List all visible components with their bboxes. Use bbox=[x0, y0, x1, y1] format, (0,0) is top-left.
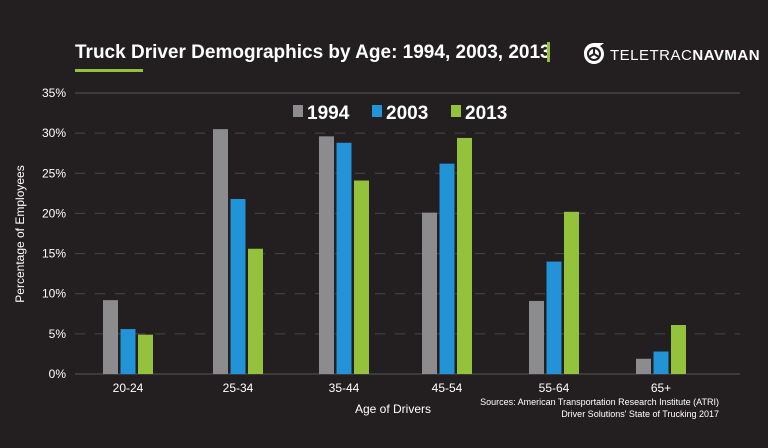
svg-text:TELETRACNAVMAN: TELETRACNAVMAN bbox=[610, 47, 760, 64]
bar-2013-55-64 bbox=[564, 211, 579, 374]
bar-2013-25-34 bbox=[248, 248, 263, 374]
y-tick-label: 15% bbox=[42, 247, 66, 261]
legend-swatch-1994 bbox=[293, 105, 303, 117]
title-accent-bar bbox=[547, 42, 550, 62]
logo-text-bold: NAVMAN bbox=[692, 47, 760, 64]
bar-2013-45-54 bbox=[457, 137, 472, 374]
legend-label-1994: 1994 bbox=[307, 103, 350, 124]
legend-label-2003: 2003 bbox=[386, 103, 428, 124]
bar-1994-45-54 bbox=[422, 212, 437, 374]
legend: 1994 2003 2013 bbox=[293, 103, 507, 124]
y-tick-label: 20% bbox=[42, 206, 66, 220]
source-line-1: Sources: American Transportation Researc… bbox=[480, 397, 719, 407]
x-tick-label: 45-54 bbox=[432, 381, 463, 395]
bar-2003-25-34 bbox=[230, 198, 246, 374]
bar-2013-65+ bbox=[671, 325, 686, 374]
source-line-2: Driver Solutions' State of Trucking 2017 bbox=[561, 409, 719, 419]
x-tick-label: 35-44 bbox=[329, 381, 360, 395]
y-axis-ticks: 0% 5% 10% 15% 20% 25% 30% 35% bbox=[42, 86, 66, 381]
x-tick-label: 55-64 bbox=[539, 381, 570, 395]
legend-swatch-2013 bbox=[451, 105, 461, 117]
brand-logo: TELETRACNAVMAN bbox=[583, 42, 760, 64]
bar-2013-20-24 bbox=[138, 334, 153, 374]
bar-1994-20-24 bbox=[103, 300, 118, 374]
bar-2013-35-44 bbox=[354, 180, 369, 374]
bars bbox=[103, 129, 686, 374]
bar-1994-35-44 bbox=[319, 136, 334, 374]
x-tick-label: 65+ bbox=[651, 381, 671, 395]
bar-2003-65+ bbox=[653, 351, 669, 374]
bar-2003-20-24 bbox=[120, 329, 136, 374]
bar-1994-55-64 bbox=[529, 300, 544, 374]
title-underline bbox=[75, 69, 143, 72]
teletrac-navman-logo-icon bbox=[583, 42, 604, 64]
x-tick-label: 25-34 bbox=[223, 381, 254, 395]
bar-2003-55-64 bbox=[546, 261, 562, 374]
logo-text-light: TELETRAC bbox=[610, 47, 692, 64]
y-tick-label: 35% bbox=[42, 86, 66, 100]
x-axis-ticks: 20-24 25-34 35-44 45-54 55-64 65+ bbox=[113, 381, 672, 395]
chart-title: Truck Driver Demographics by Age: 1994, … bbox=[75, 42, 551, 63]
bar-1994-25-34 bbox=[213, 129, 228, 374]
gridlines bbox=[75, 92, 740, 375]
legend-swatch-2003 bbox=[372, 105, 382, 117]
bar-2003-35-44 bbox=[336, 142, 352, 374]
legend-label-2013: 2013 bbox=[465, 103, 507, 124]
bar-1994-65+ bbox=[636, 358, 651, 374]
x-tick-label: 20-24 bbox=[113, 381, 144, 395]
y-tick-label: 30% bbox=[42, 126, 66, 140]
bar-2003-45-54 bbox=[439, 163, 455, 374]
y-tick-label: 10% bbox=[42, 287, 66, 301]
x-axis-label: Age of Drivers bbox=[355, 402, 431, 416]
y-axis-label: Percentage of Employees bbox=[13, 165, 27, 302]
y-tick-label: 25% bbox=[42, 166, 66, 180]
y-tick-label: 0% bbox=[49, 367, 67, 381]
y-tick-label: 5% bbox=[49, 327, 67, 341]
